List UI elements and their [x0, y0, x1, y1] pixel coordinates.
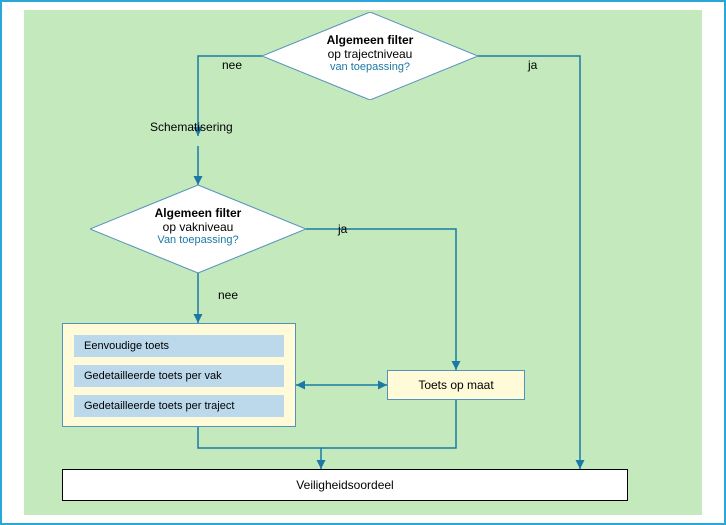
label-ja1: ja — [528, 58, 537, 72]
diamond-diamond2-line3: Van toepassing? — [108, 234, 288, 246]
diamond-diamond2-title: Algemeen filter — [108, 206, 288, 220]
label-schematisering: Schematisering — [150, 120, 233, 134]
diamond-diamond1-line3: van toepassing? — [280, 61, 460, 73]
label-nee1: nee — [222, 58, 242, 72]
toets-bar-0: Eenvoudige toets — [74, 335, 284, 357]
diamond-diamond2-labels: Algemeen filterop vakniveauVan toepassin… — [108, 206, 288, 246]
diamond-diamond1-title: Algemeen filter — [280, 33, 460, 47]
diamond-diamond1-labels: Algemeen filterop trajectniveauvan toepa… — [280, 33, 460, 73]
diamond-diamond2-line2: op vakniveau — [108, 220, 288, 234]
toets-bar-1: Gedetailleerde toets per vak — [74, 365, 284, 387]
diamond-diamond1-line2: op trajectniveau — [280, 47, 460, 61]
label-ja2: ja — [338, 222, 347, 236]
label-nee2: nee — [218, 288, 238, 302]
toets-op-maat: Toets op maat — [387, 370, 525, 400]
toets-bar-2: Gedetailleerde toets per traject — [74, 395, 284, 417]
veiligheidsoordeel: Veiligheidsoordeel — [62, 469, 628, 501]
